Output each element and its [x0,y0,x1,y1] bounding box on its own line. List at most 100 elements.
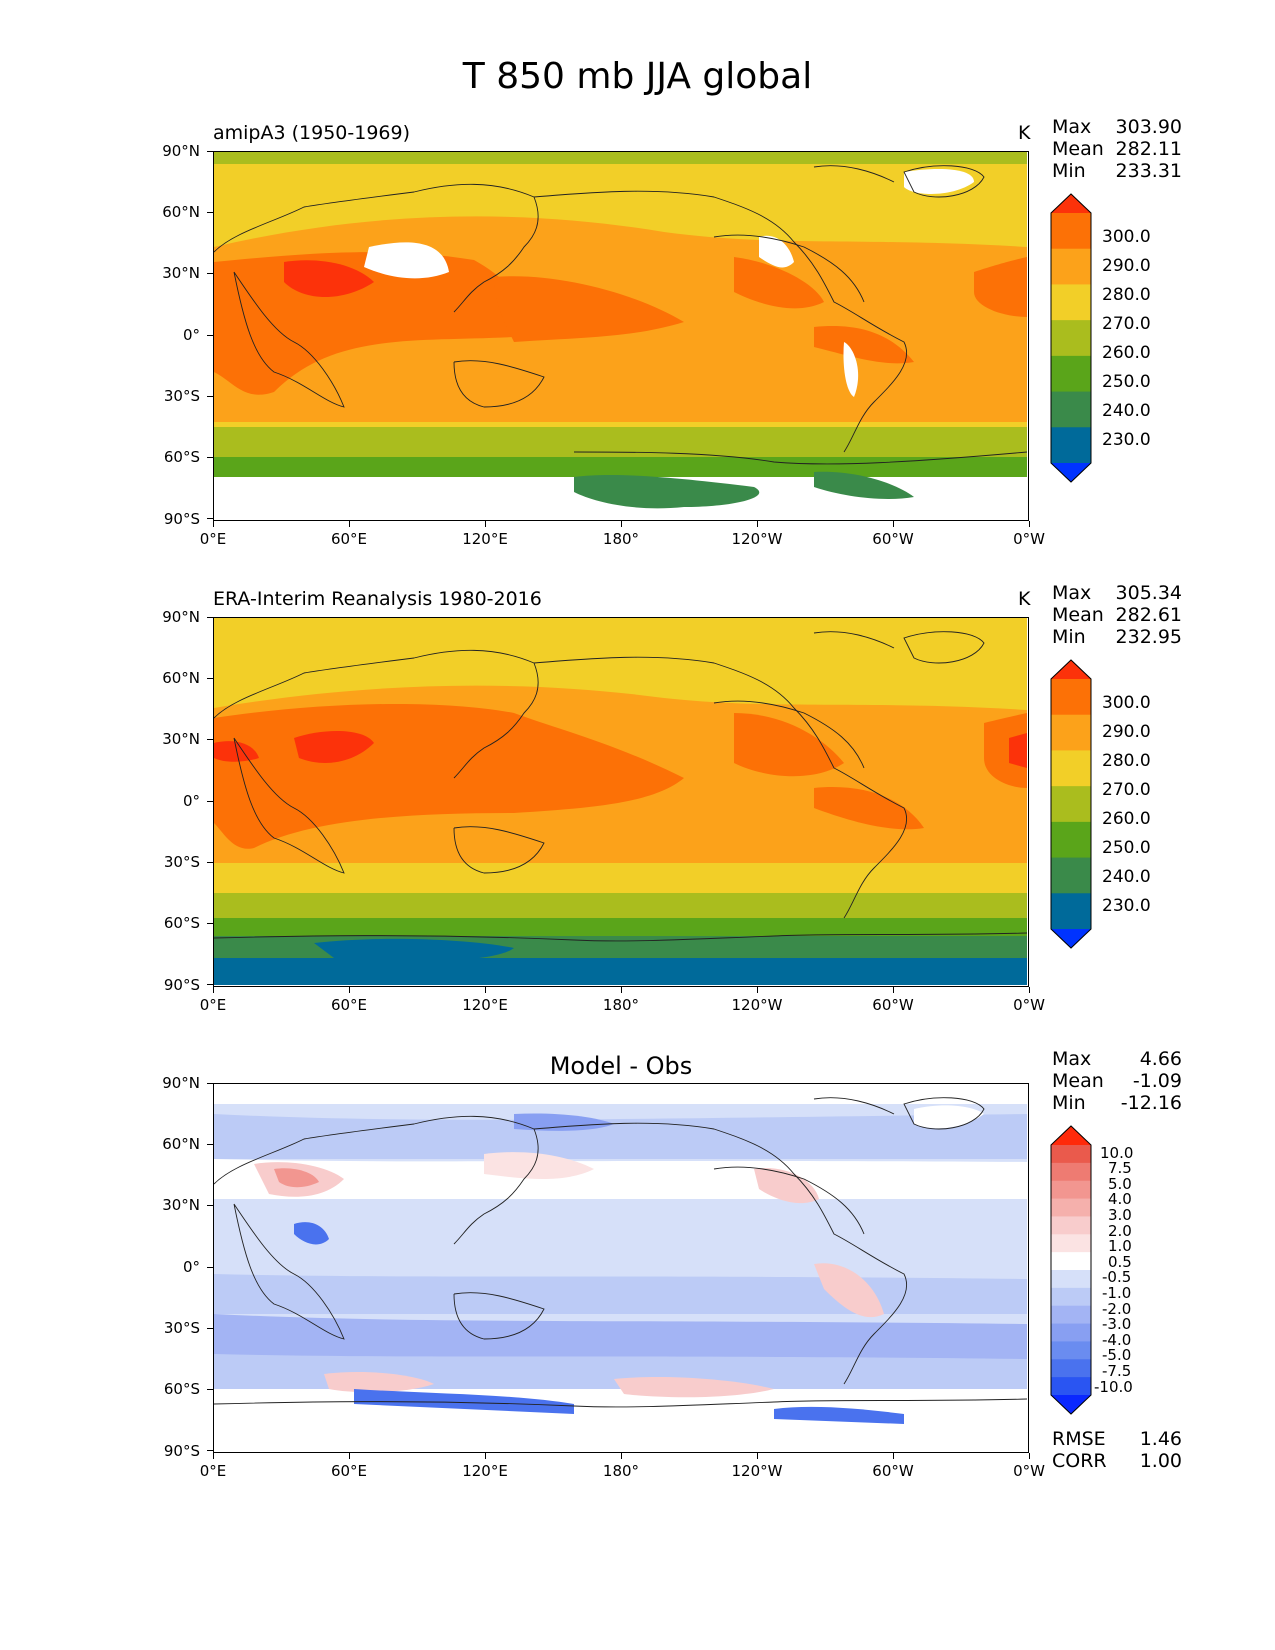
lat-tick-label: 60°S [163,914,200,932]
lon-tick-mark [485,521,486,527]
lon-tick-mark [621,1453,622,1459]
colorbar-label: 250.0 [1102,838,1151,858]
lat-tick-label: 0° [182,792,200,810]
colorbar-segment [1051,714,1091,751]
colorbar-outline [1050,659,1092,949]
band-230 [214,958,1027,985]
lon-tick-mark [757,521,758,527]
cool-anomaly-antarctic-edge [354,1389,574,1414]
panel-3-title: Model - Obs [549,1052,693,1080]
colorbar-label: 270.0 [1102,780,1151,800]
lon-tick-mark [1029,521,1030,527]
colorbar-segment [1051,1305,1091,1325]
lat-tick-mark [207,212,213,214]
lat-tick-label: 90°S [163,510,200,528]
panel-3-map[interactable] [213,1083,1029,1453]
colorbar-label: -1.0 [1102,1284,1132,1302]
stat-value: 232.95 [1115,626,1182,648]
panel-2-map[interactable] [213,617,1029,987]
band-260 [214,427,1027,462]
lat-tick-mark [207,1144,213,1146]
panel-1-colorbar [1050,193,1092,483]
region-samerica-290 [814,787,924,830]
warm-anomaly-samerica [814,1263,884,1318]
lat-tick-mark [207,457,213,458]
lon-tick-label: 180° [602,1462,640,1480]
stat-label: Max [1052,582,1092,604]
lat-tick-mark [207,923,213,924]
panel-3-map-svg [214,1084,1027,1451]
panel-1-map[interactable] [213,151,1029,521]
lon-tick-mark [349,521,350,527]
band-south-cool [214,1314,1027,1359]
lon-tick-label: 60°W [872,530,914,548]
stat-label: Max [1052,1048,1092,1070]
colorbar-segment [1051,857,1091,894]
cool-anomaly-weddell [774,1406,904,1424]
coastlines [214,631,1027,942]
lat-tick-label: 30°N [162,1196,200,1214]
lat-tick-mark [207,334,213,336]
lat-tick-label: 90°N [162,608,200,626]
lon-tick-label: 0°W [1013,530,1045,548]
stat-value: 4.66 [1139,1048,1182,1070]
lon-tick-mark [1029,1453,1030,1459]
lon-tick-mark [621,521,622,527]
lat-tick-mark [207,1389,213,1390]
lon-tick-label: 60°W [872,996,914,1014]
colorbar-segment [1051,1287,1091,1307]
lat-tick-label: 60°S [163,448,200,466]
greenland-missing [904,169,974,194]
region-atlantic-290 [974,257,1027,317]
lat-tick-mark [207,151,213,152]
colorbar-label: -7.5 [1102,1362,1132,1380]
lat-tick-mark [207,739,213,741]
colorbar-segment [1051,679,1091,716]
lat-tick-label: 90°S [163,1442,200,1460]
lon-tick-label: 60°E [330,996,368,1014]
warm-anomaly-south-indian [324,1372,434,1393]
lon-tick-mark [1029,987,1030,993]
colorbar-label: 260.0 [1102,343,1151,363]
lon-tick-mark [349,1453,350,1459]
colorbar-label: 280.0 [1102,751,1151,771]
lat-tick-mark [207,1083,213,1084]
colorbar-segments [1050,659,1092,949]
antarctica-missing [214,1389,1027,1451]
colorbar-extend-bottom [1051,929,1091,948]
lon-tick-mark [621,987,622,993]
lon-tick-label: 120°E [462,1462,508,1480]
lon-tick-label: 0°W [1013,1462,1045,1480]
region-samerica-290 [814,326,914,364]
cool-anomaly-red-sea [294,1222,329,1245]
colorbar-segment [1051,1162,1091,1182]
stat-label: Mean [1052,138,1104,160]
colorbar-label: 4.0 [1108,1190,1132,1208]
lat-tick-label: 60°N [162,669,200,687]
lon-tick-mark [213,1453,214,1459]
lat-tick-mark [207,1205,213,1207]
colorbar-segment [1051,1145,1091,1164]
colorbar-extend-top [1051,660,1091,679]
lat-tick-label: 30°N [162,730,200,748]
colorbar-segment [1051,213,1091,250]
colorbar-segment [1051,1198,1091,1217]
panel-1-stats: Max 303.90 Mean 282.11 Min 233.31 [1052,116,1182,182]
region-arabia-300 [284,260,374,297]
lon-tick-mark [893,521,894,527]
stat-value: 305.34 [1115,582,1182,604]
lon-tick-mark [757,1453,758,1459]
lat-tick-mark [207,1266,213,1268]
lat-tick-label: 90°N [162,142,200,160]
stat-value: 233.31 [1115,160,1182,182]
panel-2-title: ERA-Interim Reanalysis 1980-2016 [213,588,542,610]
lat-tick-mark [207,984,213,986]
lon-tick-label: 0°E [199,530,227,548]
colorbar-label: -4.0 [1102,1331,1132,1349]
warm-anomaly-asia [484,1152,594,1179]
lon-tick-mark [349,987,350,993]
lat-tick-label: 30°N [162,264,200,282]
lat-tick-mark [207,800,213,802]
lon-tick-label: 180° [602,530,640,548]
colorbar-label: 3.0 [1108,1206,1132,1224]
